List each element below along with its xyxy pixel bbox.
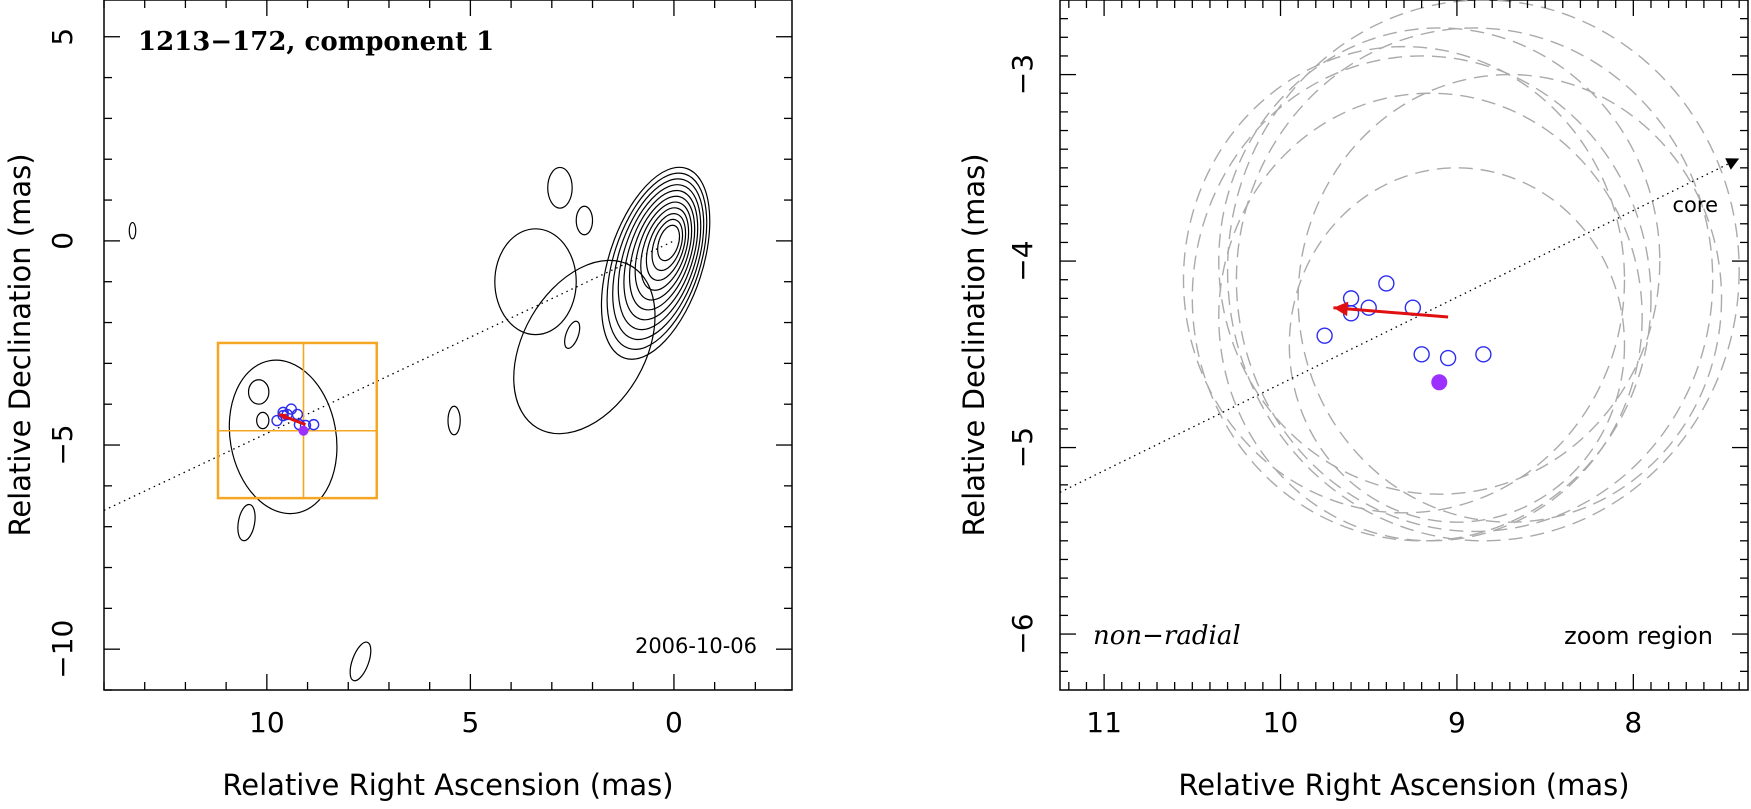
y-tick-label: −4: [1006, 240, 1039, 281]
y-tick-label: −3: [1006, 54, 1039, 95]
contour-island: [256, 411, 270, 430]
y-tick-label: −10: [46, 620, 79, 679]
contour-level: [600, 166, 711, 360]
left-plot-frame: [103, 0, 793, 691]
contour-island: [513, 259, 656, 435]
contour-island: [575, 205, 594, 236]
motion-vector: [1333, 306, 1449, 319]
beam-circle: [1191, 55, 1652, 542]
x-tick-label: 8: [1624, 706, 1642, 739]
left-date-label: 2006-10-06: [635, 634, 757, 658]
x-tick-label: 5: [461, 706, 479, 739]
contour-map: [128, 166, 711, 682]
mean-position-marker: [298, 425, 309, 436]
contour-level: [645, 213, 687, 281]
beam-circle: [1297, 73, 1723, 523]
core-arrow-icon: [1725, 158, 1740, 170]
component-marker: [1378, 275, 1395, 292]
right-y-tick-labels: −3 −4 −5 −6: [1006, 54, 1039, 655]
component-marker: [307, 418, 320, 431]
motion-vector-arrowhead: [1333, 301, 1349, 317]
y-tick-label: −6: [1006, 613, 1039, 654]
contour-island: [447, 405, 461, 436]
y-tick-label: 5: [46, 28, 79, 46]
y-tick-label: −5: [1006, 427, 1039, 468]
y-tick-label: −5: [46, 424, 79, 465]
core-direction-line: [103, 240, 675, 511]
x-tick-label: 0: [665, 706, 683, 739]
beam-circle: [1218, 27, 1661, 495]
left-title: 1213−172, component 1: [138, 27, 494, 57]
zoom-region-label: zoom region: [1564, 622, 1713, 650]
right-y-axis-label: Relative Declination (mas): [957, 153, 991, 536]
contour-island: [247, 379, 270, 405]
left-panel: 1213−172, component 1 2006-10-06 Relativ…: [3, 0, 793, 802]
component-marker: [1316, 327, 1333, 344]
left-y-axis-label: Relative Declination (mas): [3, 153, 37, 536]
contour-level: [651, 218, 684, 272]
core-arrowhead: [1725, 158, 1740, 170]
right-x-tick-labels: 11 10 9 8: [1086, 706, 1642, 739]
beam-circle: [1182, 45, 1626, 514]
contour-island: [228, 359, 338, 515]
beam-circle: [1226, 0, 1740, 542]
contour-level: [617, 184, 702, 331]
beam-circle: [1288, 167, 1626, 523]
contour-island: [494, 228, 577, 336]
contour-level: [606, 172, 708, 350]
component-positions: [1316, 275, 1492, 391]
zoom-box-outline: [216, 341, 379, 500]
right-x-axis-label: Relative Right Ascension (mas): [1178, 768, 1629, 802]
component-positions: [271, 403, 320, 436]
beam-circles: [1182, 0, 1740, 542]
left-x-tick-labels: 10 5 0: [249, 706, 683, 739]
contour-island: [564, 320, 581, 349]
right-panel: core non−radial zoom region Relative Rig…: [957, 0, 1749, 802]
mean-position-marker: [1431, 374, 1448, 391]
left-x-axis-label: Relative Right Ascension (mas): [222, 768, 673, 802]
contour-level: [640, 207, 690, 291]
contour-level: [623, 189, 699, 321]
contour-level: [657, 224, 681, 262]
component-marker: [1475, 346, 1492, 363]
right-axis-ticks: [1060, 0, 1748, 690]
y-tick-label: 0: [46, 232, 79, 250]
non-radial-label: non−radial: [1093, 621, 1241, 651]
contour-level: [628, 195, 696, 311]
component-marker: [1413, 346, 1430, 363]
x-tick-label: 10: [1263, 706, 1299, 739]
contour-level: [634, 201, 693, 301]
contour-island: [128, 221, 137, 240]
left-axis-ticks: [103, 0, 792, 691]
left-y-tick-labels: 5 0 −5 −10: [46, 28, 79, 679]
component-marker: [277, 409, 289, 422]
motion-vector-arrowhead: [279, 413, 288, 421]
component-marker: [291, 408, 304, 421]
x-tick-label: 9: [1448, 706, 1466, 739]
x-tick-label: 10: [249, 706, 285, 739]
core-label: core: [1673, 193, 1719, 217]
contour-level: [612, 178, 705, 341]
component-marker: [1439, 349, 1457, 367]
core-direction-line: [1059, 157, 1740, 493]
x-tick-label: 11: [1086, 706, 1122, 739]
contour-island: [237, 503, 256, 542]
component-marker: [1360, 299, 1377, 316]
beam-circle: [1235, 27, 1714, 533]
contour-island: [349, 641, 372, 682]
contour-island: [547, 166, 573, 209]
